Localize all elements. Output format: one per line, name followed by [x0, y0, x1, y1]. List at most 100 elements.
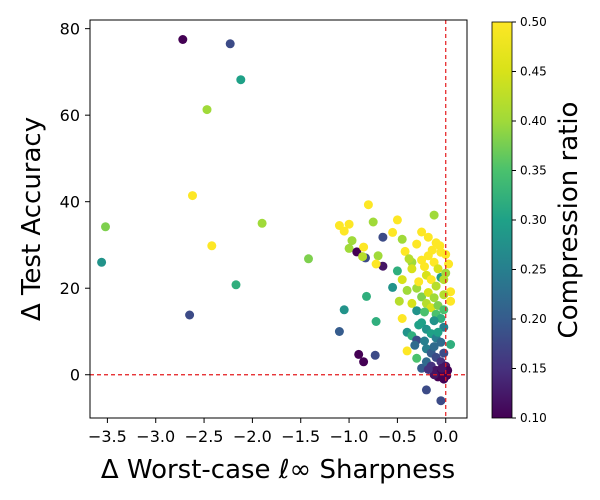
data-point [439, 305, 449, 315]
data-point [439, 290, 449, 300]
x-tick-label: −0.5 [378, 427, 417, 446]
data-point [344, 243, 354, 253]
data-point [429, 316, 439, 326]
data-point [236, 75, 246, 85]
data-point [225, 39, 235, 49]
x-tick-label: −2.0 [233, 427, 272, 446]
data-point [414, 277, 424, 287]
data-point [417, 227, 427, 237]
data-point [420, 307, 429, 317]
data-point [388, 282, 398, 292]
data-point [417, 363, 427, 373]
data-point [410, 340, 420, 350]
y-tick-label: 0 [70, 366, 80, 385]
data-point [178, 35, 188, 44]
data-point [417, 292, 427, 302]
x-tick-label: −3.5 [88, 427, 127, 446]
reference-lines [90, 20, 467, 418]
data-point [402, 346, 412, 356]
x-axis-label: Δ Worst-case ℓ∞ Sharpness [101, 455, 455, 485]
data-point [427, 245, 437, 255]
colorbar [492, 22, 512, 418]
x-tick-label: 0.0 [433, 427, 458, 446]
colorbar-tick-label: 0.35 [520, 164, 547, 178]
y-axis-ticks: 0 20 40 60 80 [60, 20, 90, 385]
y-tick-label: 20 [60, 279, 80, 298]
data-point [436, 337, 446, 347]
data-point [101, 222, 110, 232]
data-point [392, 215, 402, 225]
data-point [436, 396, 446, 406]
x-axis-ticks: −3.5 −3.0 −2.5 −2.0 −1.5 −1.0 −0.5 0.0 [88, 418, 458, 446]
data-point [429, 342, 439, 352]
data-point [368, 217, 378, 227]
data-point [392, 266, 402, 276]
data-point [371, 317, 381, 326]
colorbar-label: Compression ratio [554, 102, 584, 339]
data-point [231, 280, 241, 290]
data-point [347, 236, 357, 246]
colorbar-tick-label: 0.25 [520, 263, 547, 277]
colorbar-ticks: 0.10 0.15 0.20 0.25 0.30 0.35 0.40 0.45 0.50 [512, 15, 547, 425]
data-point [429, 257, 439, 267]
data-point [407, 298, 417, 308]
data-point [402, 285, 412, 295]
data-point [371, 259, 381, 269]
data-point [359, 242, 369, 252]
data-point [363, 200, 373, 210]
data-point [304, 254, 313, 264]
data-point [412, 306, 422, 316]
x-tick-label: −3.0 [136, 427, 175, 446]
data-point [257, 218, 267, 228]
data-point [354, 349, 364, 359]
data-point [397, 234, 407, 244]
x-tick-label: −1.0 [330, 427, 369, 446]
x-tick-label: −2.5 [185, 427, 224, 446]
colorbar-tick-label: 0.15 [520, 362, 547, 376]
data-point [414, 320, 424, 330]
data-point [439, 275, 449, 285]
data-point [397, 314, 407, 323]
data-point [359, 357, 369, 367]
data-point [339, 226, 349, 236]
data-point [412, 353, 422, 363]
data-point [446, 287, 456, 297]
data-point [378, 261, 388, 271]
data-point [412, 239, 422, 249]
data-point [407, 264, 417, 274]
data-point [420, 262, 429, 272]
data-point [423, 365, 433, 374]
data-point [344, 219, 354, 229]
data-point [433, 264, 443, 274]
data-point [423, 288, 433, 297]
data-point [429, 293, 439, 303]
data-point [420, 336, 429, 346]
data-point [429, 210, 439, 220]
colorbar-tick-label: 0.30 [520, 213, 547, 227]
data-point [442, 371, 452, 381]
data-point [435, 241, 445, 251]
data-point [426, 303, 436, 313]
data-point [421, 385, 431, 395]
data-point [426, 275, 436, 285]
data-point [446, 296, 456, 306]
colorbar-tick-label: 0.50 [520, 15, 547, 29]
data-point [394, 296, 404, 306]
colorbar-tick-label: 0.20 [520, 312, 547, 326]
data-point [207, 241, 217, 251]
data-point [185, 310, 195, 320]
y-tick-label: 40 [60, 193, 80, 212]
data-point [362, 291, 371, 301]
colorbar-tick-label: 0.10 [520, 411, 547, 425]
data-point [378, 232, 388, 242]
plot-frame [89, 19, 468, 419]
colorbar-tick-label: 0.45 [520, 65, 547, 79]
data-point [436, 314, 446, 323]
data-point [358, 252, 368, 262]
data-point [433, 327, 443, 337]
y-tick-label: 80 [60, 20, 80, 39]
data-point [400, 246, 410, 256]
x-tick-label: −1.5 [281, 427, 320, 446]
data-point [437, 363, 447, 373]
